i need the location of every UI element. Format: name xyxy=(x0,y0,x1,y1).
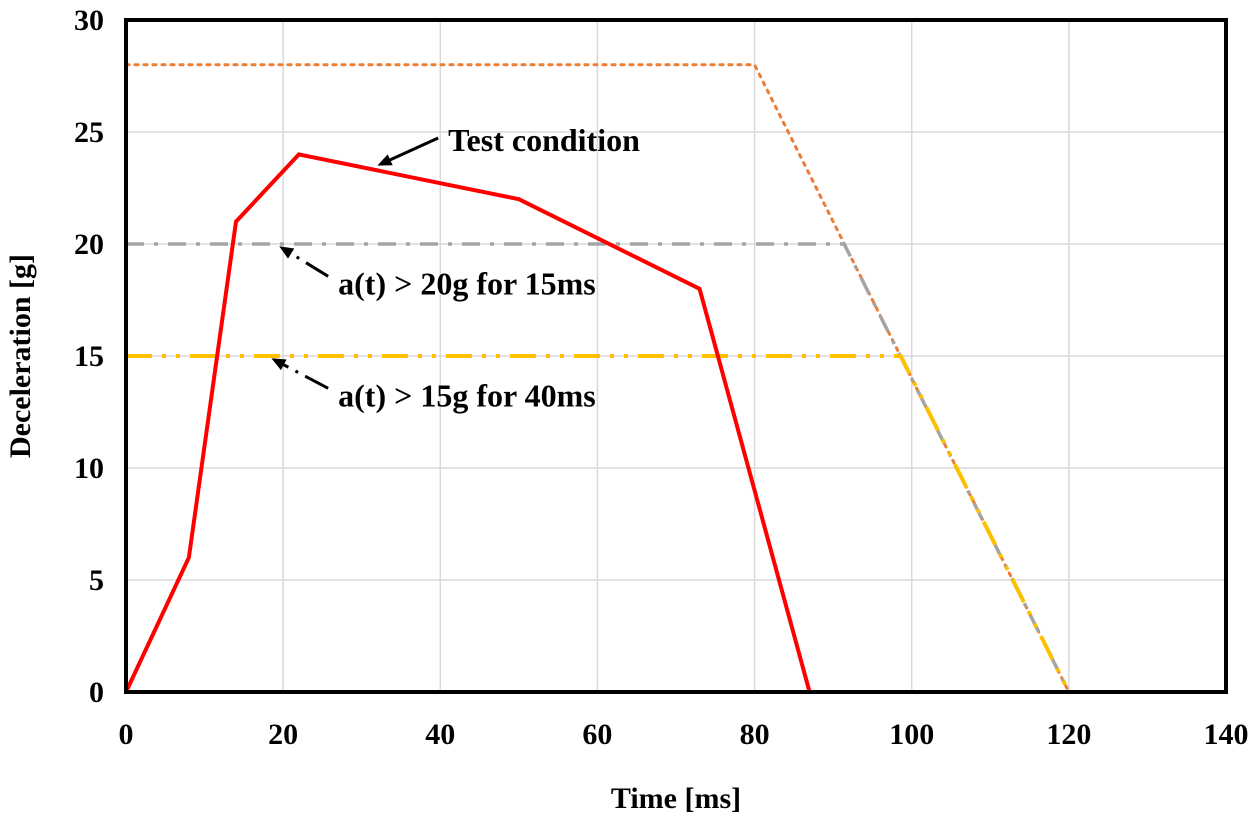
annotation-label: a(t) > 15g for 40ms xyxy=(338,377,596,413)
x-tick-label: 20 xyxy=(268,718,298,751)
x-tick-label: 100 xyxy=(889,718,934,751)
y-tick-label: 20 xyxy=(74,228,104,261)
annotation-arrowhead xyxy=(271,358,287,371)
annotation-arrowhead xyxy=(279,246,295,259)
x-tick-label: 40 xyxy=(425,718,455,751)
y-tick-label: 30 xyxy=(74,4,104,37)
annotation-arrow xyxy=(385,136,439,163)
tick-labels: 0 20 40 60 80 100 120 140 0 5 10 15 20 25 30 xyxy=(74,4,1249,751)
annotation-label: a(t) > 20g for 15ms xyxy=(338,265,596,301)
x-tick-label: 120 xyxy=(1046,718,1091,751)
y-tick-label: 5 xyxy=(89,564,104,597)
y-tick-label: 25 xyxy=(74,116,104,149)
y-tick-label: 15 xyxy=(74,340,104,373)
x-tick-label: 140 xyxy=(1204,718,1249,751)
series-line-3 xyxy=(124,152,1069,694)
annotation-arrow xyxy=(279,361,329,390)
x-tick-label: 0 xyxy=(119,718,134,751)
annotation-label: Test condition xyxy=(448,122,640,158)
y-tick-label: 0 xyxy=(89,676,104,709)
annotation-arrow xyxy=(286,250,329,278)
x-tick-label: 60 xyxy=(582,718,612,751)
series-line-2 xyxy=(126,354,1071,693)
series-line-0 xyxy=(124,63,1071,694)
annotations: Test condition a(t) > 20g for 15ms a(t) > … xyxy=(271,122,640,413)
x-axis-label: Time [ms] xyxy=(611,782,741,815)
series-layer xyxy=(124,63,1071,694)
y-tick-label: 10 xyxy=(74,452,104,485)
plot-frame xyxy=(124,18,1228,694)
annotation-arrowhead xyxy=(377,154,393,166)
x-tick-label: 80 xyxy=(740,718,770,751)
y-axis-label: Deceleration [g] xyxy=(4,254,37,458)
plot-border xyxy=(124,18,1228,694)
